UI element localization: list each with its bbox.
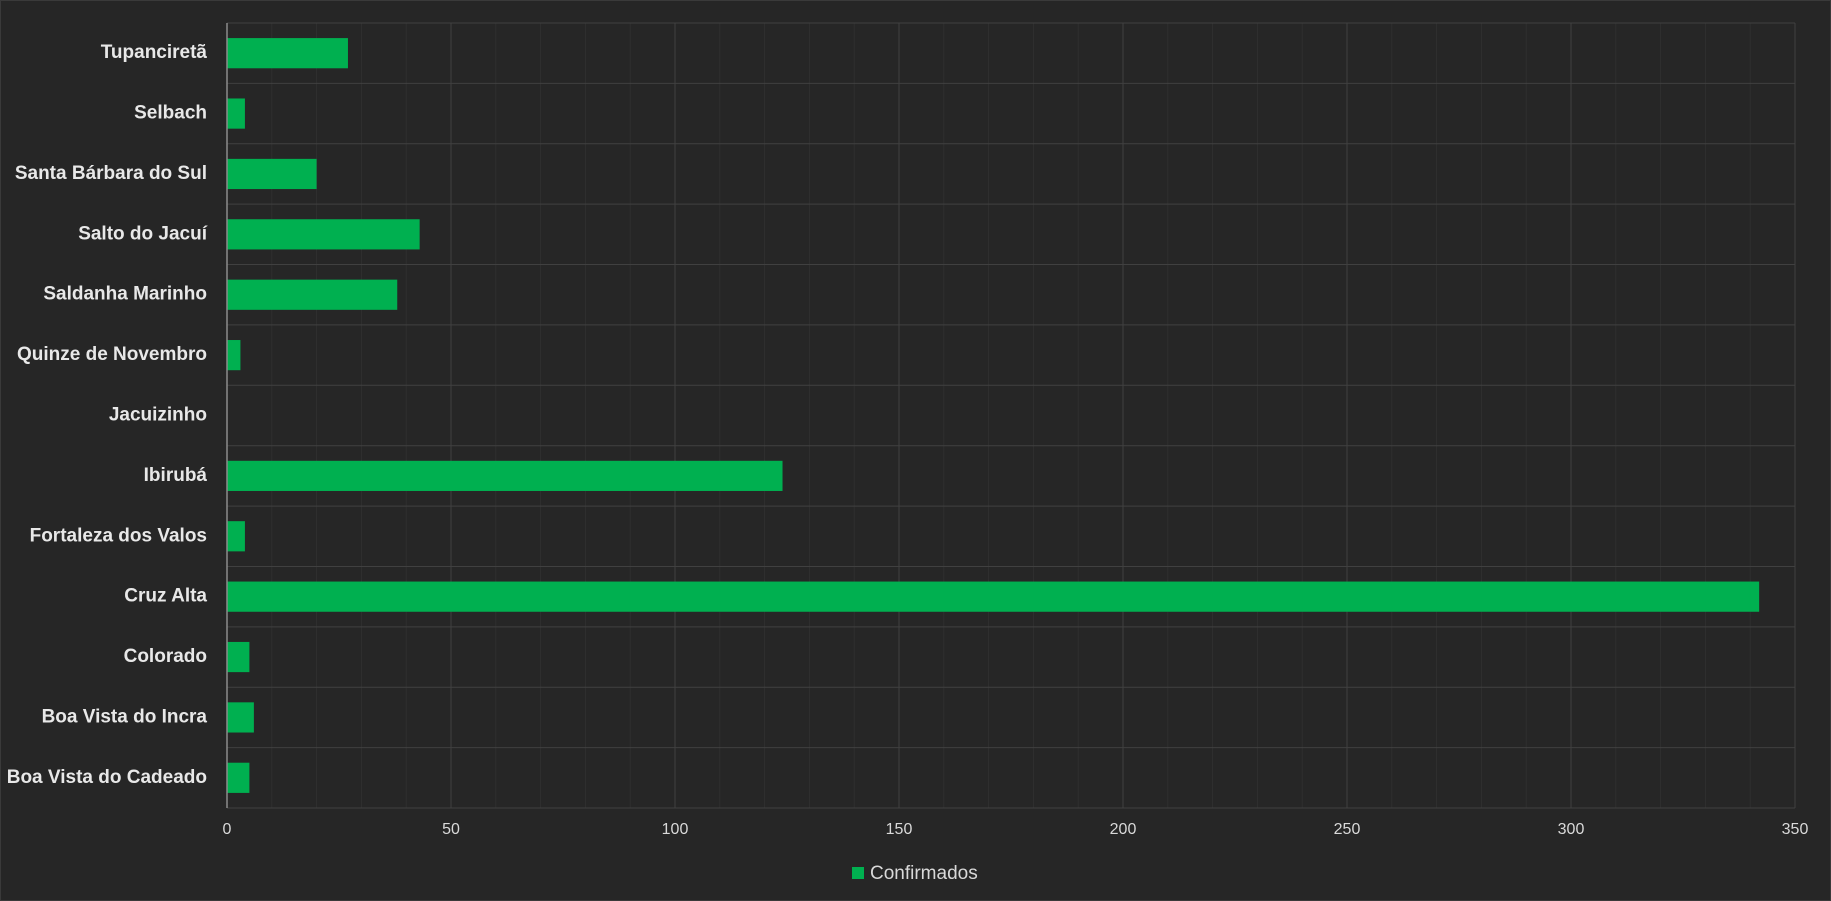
bar: [227, 98, 245, 129]
category-label: Salto do Jacuí: [78, 223, 208, 244]
category-label: Cruz Alta: [124, 586, 207, 607]
category-label: Saldanha Marinho: [43, 284, 207, 305]
category-label: Colorado: [124, 646, 207, 667]
bars: [227, 38, 1760, 793]
x-tick-label: 350: [1782, 821, 1809, 838]
x-tick-label: 50: [442, 821, 460, 838]
bar: [227, 219, 420, 250]
category-labels: Tupanciretã Selbach Santa Bárbara do Sul Sa…: [7, 42, 208, 788]
x-tick-label: 300: [1558, 821, 1585, 838]
bar: [227, 460, 783, 491]
bar: [227, 158, 317, 190]
bar: [227, 38, 348, 69]
bar: [227, 521, 245, 552]
category-label: Selbach: [134, 103, 207, 124]
legend-swatch: [852, 867, 864, 879]
legend-label: Confirmados: [870, 863, 978, 884]
category-label: Quinze de Novembro: [17, 344, 207, 365]
category-label: Tupanciretã: [101, 42, 208, 63]
category-label: Jacuizinho: [109, 405, 207, 426]
x-tick-label: 150: [886, 821, 913, 838]
category-label: Boa Vista do Cadeado: [7, 767, 207, 788]
category-label: Boa Vista do Incra: [42, 706, 208, 727]
x-tick-label: 100: [662, 821, 689, 838]
category-label: Ibirubá: [144, 465, 208, 486]
bar: [227, 762, 250, 793]
bar: [227, 702, 254, 733]
x-tick-label: 250: [1334, 821, 1361, 838]
x-tick-label: 0: [223, 821, 232, 838]
category-label: Fortaleza dos Valos: [30, 525, 207, 546]
x-tick-labels: 0 50 100 150 200 250 300 350: [223, 821, 1809, 838]
gridlines: [227, 22, 1796, 809]
bar: [227, 279, 398, 310]
legend: Confirmados: [852, 863, 978, 884]
bar: [227, 641, 250, 673]
x-tick-label: 200: [1110, 821, 1137, 838]
bar: [227, 581, 1760, 612]
bar: [227, 340, 241, 371]
category-label: Santa Bárbara do Sul: [15, 163, 207, 184]
